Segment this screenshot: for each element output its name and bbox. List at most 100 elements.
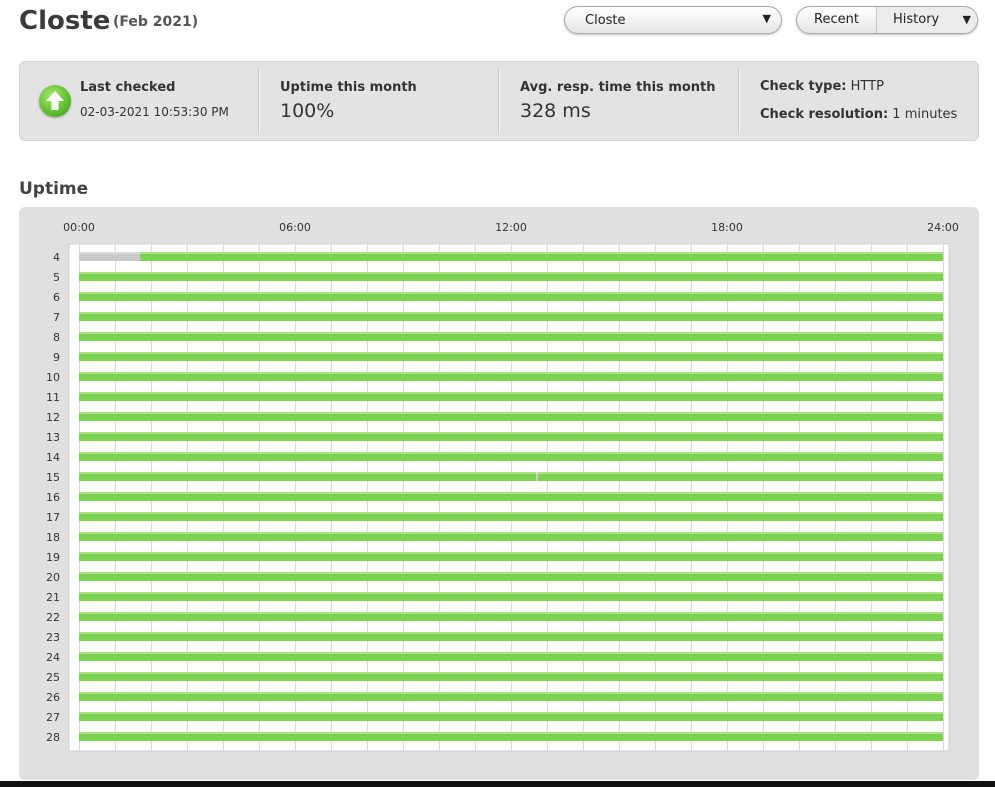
day-label: 10 [46,371,60,384]
bottom-bar [0,781,995,787]
uptime-bar-segment [79,412,943,421]
uptime-bar-highlight [79,292,943,294]
uptime-bar-highlight [79,572,943,574]
uptime-bar-segment [79,372,943,381]
uptime-bar-highlight [79,552,943,554]
check-type-label: Check type: [760,79,847,94]
x-tick-label: 06:00 [279,221,311,234]
divider [258,68,260,134]
chevron-down-icon: ▼ [962,13,971,26]
history-button-label: History [893,12,940,27]
uptime-bar-segment [79,332,943,341]
day-label: 20 [46,571,60,584]
x-tick-label: 18:00 [711,221,743,234]
day-label: 18 [46,531,60,544]
day-label: 22 [46,611,60,624]
uptime-bar-segment [79,652,943,661]
uptime-bar-segment [79,532,943,541]
chevron-down-icon: ▼ [762,12,771,25]
status-up-icon [39,85,71,117]
day-label: 23 [46,631,60,644]
response-time-value: 328 ms [520,100,591,122]
uptime-bar-segment [79,632,943,641]
uptime-bar-highlight [79,252,141,254]
uptime-bar-highlight [79,392,943,394]
uptime-bar-segment [79,352,943,361]
monitor-select[interactable]: Closte ▼ [564,6,782,34]
uptime-bar-segment [79,312,943,321]
uptime-bar-segment [79,612,943,621]
last-checked-label: Last checked [80,80,176,95]
check-resolution-value: 1 minutes [892,107,958,122]
page-subtitle: (Feb 2021) [113,14,199,30]
recent-button[interactable]: Recent [814,12,859,27]
check-type: Check type: HTTP [760,79,884,94]
uptime-bar-segment [79,732,943,741]
day-label: 15 [46,471,60,484]
uptime-bar-highlight [79,512,943,514]
divider [738,68,740,134]
day-label: 19 [46,551,60,564]
history-button[interactable]: History ▼ [876,7,977,33]
uptime-bar-highlight [79,472,537,474]
uptime-bar-highlight [79,492,943,494]
day-label: 9 [53,351,60,364]
uptime-bar-segment [140,252,943,261]
uptime-bar-highlight [79,592,943,594]
day-label: 16 [46,491,60,504]
uptime-bar-highlight [79,652,943,654]
day-label: 17 [46,511,60,524]
uptime-chart: 00:00 06:00 12:00 18:00 24:00 4 5 6 7 8 9 10 11 12 13 1… [46,221,959,752]
uptime-bar-segment [79,452,943,461]
uptime-section-title: Uptime [19,179,89,199]
uptime-bar-segment [79,692,943,701]
uptime-bar-highlight [79,452,943,454]
uptime-bar-highlight [79,692,943,694]
day-label: 14 [46,451,60,464]
uptime-label: Uptime this month [280,80,417,95]
uptime-bar-segment [79,472,537,481]
uptime-bar-segment [79,712,943,721]
check-resolution: Check resolution: 1 minutes [760,107,957,122]
uptime-bar-highlight [79,612,943,614]
uptime-bar-highlight [79,732,943,734]
uptime-bar-segment [79,572,943,581]
uptime-bar-segment [79,432,943,441]
uptime-bar-highlight [79,332,943,334]
x-tick-label: 12:00 [495,221,527,234]
uptime-bar-highlight [140,252,943,254]
uptime-bar-highlight [79,632,943,634]
uptime-chart-panel: 00:00 06:00 12:00 18:00 24:00 4 5 6 7 8 9 10 11 12 13 1… [19,207,979,780]
stats-panel: Last checked 02-03-2021 10:53:30 PM Upti… [19,61,979,141]
uptime-bar-highlight [79,412,943,414]
uptime-bar-highlight [79,532,943,534]
uptime-bar-highlight [79,672,943,674]
day-label: 27 [46,711,60,724]
day-label: 7 [53,311,60,324]
uptime-bar-segment [79,292,943,301]
uptime-bar-segment [79,552,943,561]
uptime-bar-highlight [79,312,943,314]
uptime-bar-segment [79,672,943,681]
uptime-bar-segment [79,272,943,281]
check-type-value: HTTP [850,79,884,94]
day-label: 24 [46,651,60,664]
day-label: 8 [53,331,60,344]
uptime-bar-highlight [538,472,943,474]
day-label: 12 [46,411,60,424]
day-label: 4 [53,251,60,264]
day-label: 21 [46,591,60,604]
view-toggle: Recent History ▼ [796,6,978,34]
day-label: 5 [53,271,60,284]
day-label: 11 [46,391,60,404]
uptime-bar-segment [79,492,943,501]
page-title: Closte [19,6,111,36]
uptime-bar-segment [79,592,943,601]
day-label: 6 [53,291,60,304]
day-label: 25 [46,671,60,684]
x-tick-label: 00:00 [63,221,95,234]
uptime-bar-segment [79,392,943,401]
uptime-bar-highlight [79,432,943,434]
uptime-bar-highlight [536,472,538,474]
uptime-bar-highlight [79,352,943,354]
